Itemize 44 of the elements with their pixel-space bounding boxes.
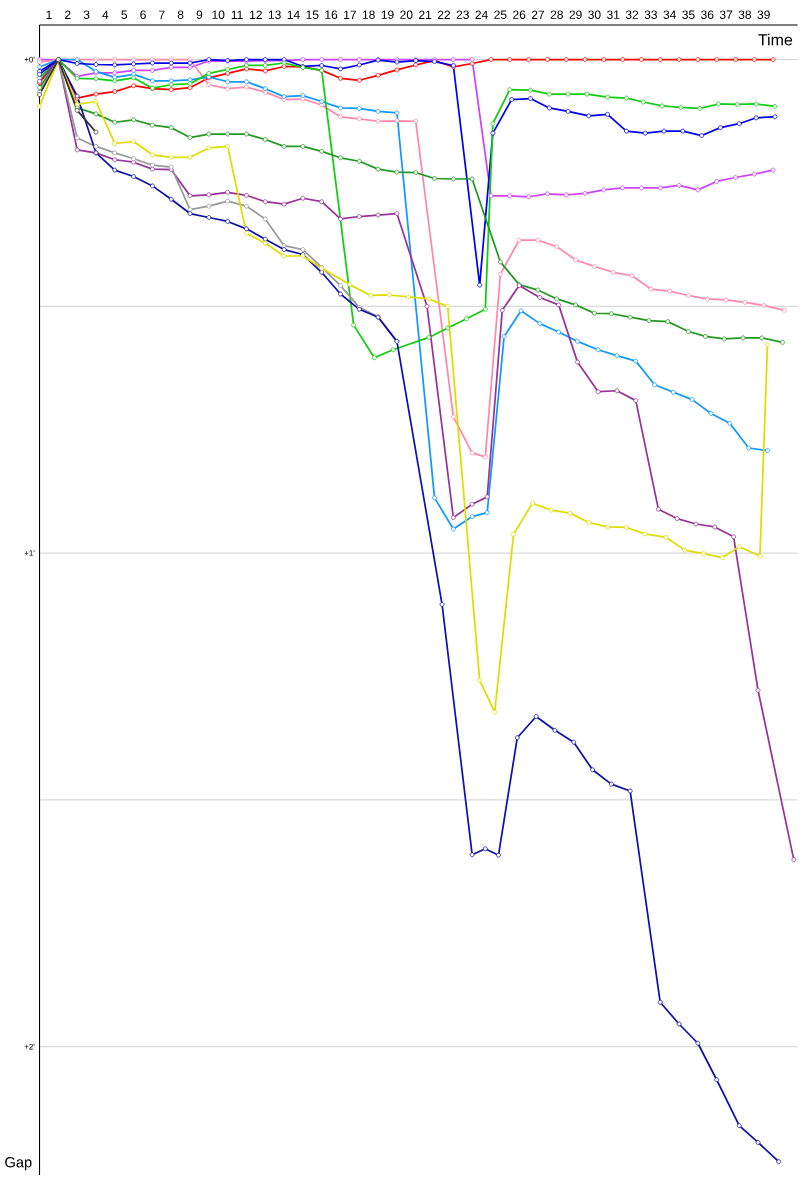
x-tick-label: 23 [456, 10, 470, 19]
x-tick-label: 9 [196, 10, 203, 19]
x-tick-label: 39 [757, 10, 771, 19]
x-tick-label: 31 [607, 10, 620, 19]
x-tick-label: 6 [140, 10, 147, 19]
x-tick-label: 36 [701, 10, 714, 19]
x-tick-label: 13 [269, 10, 282, 19]
x-tick-label: 3 [83, 10, 90, 19]
x-tick-label: 2 [65, 10, 71, 19]
x-tick-label: 32 [626, 10, 639, 19]
x-tick-label: 18 [363, 10, 376, 19]
x-tick-label: 27 [532, 10, 545, 19]
x-tick-label: 25 [494, 10, 507, 19]
x-tick-label: 4 [102, 10, 109, 19]
x-tick-label: 14 [287, 10, 301, 19]
x-tick-label: 34 [663, 10, 677, 19]
x-tick-label: 26 [513, 10, 526, 19]
x-tick-label: 24 [475, 10, 489, 19]
x-tick-label: 37 [720, 10, 733, 19]
x-tick-label: 5 [121, 10, 128, 19]
x-tick-label: 1 [46, 10, 52, 19]
x-tick-label: 11 [231, 10, 243, 19]
x-tick-label: 8 [178, 10, 184, 19]
x-tick-label: 29 [569, 10, 582, 19]
x-tick-label: 19 [381, 10, 394, 19]
x-tick-label: 28 [550, 10, 564, 19]
x-tick-label: 38 [738, 10, 752, 19]
x-tick-label: 7 [159, 10, 165, 19]
x-tick-label: 35 [682, 10, 695, 19]
y-axis-title: Gap [5, 1157, 32, 1171]
x-tick-label: 10 [212, 10, 225, 19]
x-tick-label: 30 [588, 10, 601, 19]
x-tick-label: 17 [344, 10, 357, 19]
x-tick-label: 20 [400, 10, 413, 19]
y-tick-label: +1' [24, 550, 35, 556]
x-tick-label: 12 [250, 10, 263, 19]
x-tick-label: 16 [325, 10, 338, 19]
y-tick-label: +0' [24, 56, 35, 63]
x-tick-label: 21 [419, 10, 432, 19]
x-axis-title: Time [758, 33, 793, 46]
x-tick-label: 33 [644, 10, 658, 19]
x-tick-label: 22 [438, 10, 451, 19]
x-tick-label: 15 [306, 10, 319, 19]
y-tick-label: +2' [24, 1043, 35, 1050]
